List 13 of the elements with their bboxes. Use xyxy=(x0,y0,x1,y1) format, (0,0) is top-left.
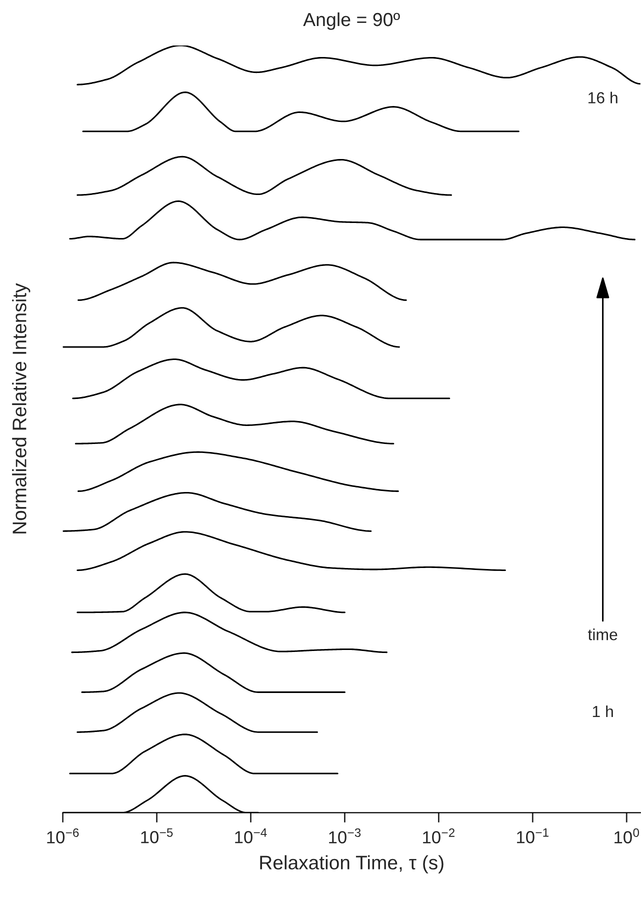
x-tick-label: 10$^{−4}$ xyxy=(235,828,267,844)
x-tick-label: 10$^{−6}$ xyxy=(47,828,79,844)
chart-title: Angle = 90º xyxy=(303,12,400,30)
x-tick-label: 10$^{−3}$ xyxy=(329,828,361,844)
x-tick-label: 10$^{−1}$ xyxy=(517,828,548,844)
annotation: 16 h xyxy=(588,92,618,104)
annotation: time xyxy=(588,628,618,640)
y-axis-title: Normalized Relative Intensity xyxy=(12,283,30,534)
annotation: 1 h xyxy=(592,705,613,718)
x-axis-title: Relaxation Time, τ (s) xyxy=(260,855,444,874)
x-tick-label: 10$^{−2}$ xyxy=(423,828,454,844)
x-tick-label: 10$^{0}$ xyxy=(614,828,640,844)
x-tick-label: 10$^{−5}$ xyxy=(141,828,173,844)
